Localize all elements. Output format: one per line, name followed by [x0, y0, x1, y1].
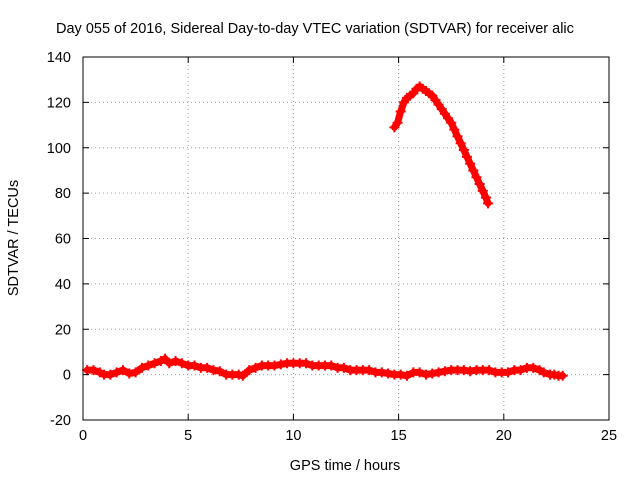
data-point-peak	[458, 145, 469, 156]
data-point-baseline	[136, 362, 147, 373]
data-point-baseline	[250, 362, 261, 373]
data-point-baseline	[208, 365, 219, 376]
data-point-peak	[446, 117, 457, 128]
data-point-baseline	[164, 358, 175, 369]
data-point-baseline	[269, 360, 280, 371]
data-point-baseline	[111, 367, 122, 378]
data-point-baseline	[105, 369, 116, 380]
data-point-peak	[474, 179, 485, 190]
data-point-baseline	[214, 366, 225, 377]
y-axis-label: SDTVAR / TECUs	[6, 180, 22, 296]
x-tick-label: 10	[285, 428, 301, 444]
x-tick-label: 20	[496, 428, 512, 444]
data-point-baseline	[149, 358, 160, 369]
data-point-peak	[483, 198, 494, 209]
data-point-baseline	[439, 366, 450, 377]
data-point-baseline	[143, 360, 154, 371]
data-point-baseline	[503, 367, 514, 378]
data-point-baseline	[395, 369, 406, 380]
data-point-baseline	[124, 368, 135, 379]
data-point-baseline	[383, 368, 394, 379]
data-point-baseline	[176, 358, 187, 369]
data-point-baseline	[414, 367, 425, 378]
data-point-baseline	[484, 365, 495, 376]
x-tick-label: 25	[601, 428, 617, 444]
data-point-baseline	[326, 360, 337, 371]
data-point-baseline	[427, 368, 438, 379]
data-point-peak	[468, 165, 479, 176]
x-tick-label: 15	[391, 428, 407, 444]
data-point-baseline	[515, 365, 526, 376]
data-point-baseline	[528, 362, 539, 373]
data-point-peak	[395, 106, 406, 117]
y-tick-label: 100	[47, 141, 71, 157]
y-tick-label: 140	[47, 50, 71, 66]
data-point-peak	[392, 117, 403, 128]
data-point-peak	[477, 185, 488, 196]
y-tick-label: -20	[50, 413, 71, 429]
data-point-baseline	[465, 366, 476, 377]
y-tick-label: 60	[55, 232, 71, 248]
data-point-baseline	[364, 365, 375, 376]
data-point-baseline	[189, 360, 200, 371]
data-point-baseline	[338, 362, 349, 373]
data-point-peak	[480, 192, 491, 203]
data-point-peak	[461, 151, 472, 162]
data-point-baseline	[420, 369, 431, 380]
x-tick-label: 0	[79, 428, 87, 444]
data-point-baseline	[202, 362, 213, 373]
data-point-baseline	[130, 367, 141, 378]
data-point-baseline	[538, 367, 549, 378]
y-tick-label: 0	[63, 368, 71, 384]
y-tick-label: 120	[47, 95, 71, 111]
data-point-baseline	[117, 365, 128, 376]
data-point-peak	[455, 138, 466, 149]
data-point-baseline	[275, 359, 286, 370]
y-tick-label: 80	[55, 186, 71, 202]
chart-title: Day 055 of 2016, Sidereal Day-to-day VTE…	[56, 21, 574, 37]
data-point-baseline	[458, 365, 469, 376]
data-point-baseline	[237, 370, 248, 381]
data-point-baseline	[557, 370, 568, 381]
y-tick-label: 40	[55, 277, 71, 293]
data-point-baseline	[88, 365, 99, 376]
x-tick-label: 5	[184, 428, 192, 444]
data-point-baseline	[244, 365, 255, 376]
x-axis-label: GPS time / hours	[290, 458, 400, 474]
data-series	[82, 81, 568, 381]
data-point-baseline	[170, 356, 181, 367]
data-point-peak	[465, 158, 476, 169]
axis-ticks: 0 5 10 15 20 25 -20 0 20 40 60 80 100 120 140	[47, 50, 617, 444]
y-tick-label: 20	[55, 322, 71, 338]
data-point-peak	[449, 124, 460, 135]
data-point-baseline	[433, 367, 444, 378]
data-point-baseline	[376, 367, 387, 378]
data-point-peak	[452, 131, 463, 142]
data-point-peak	[471, 172, 482, 183]
data-point-baseline	[301, 358, 312, 369]
data-point-baseline	[402, 370, 413, 381]
